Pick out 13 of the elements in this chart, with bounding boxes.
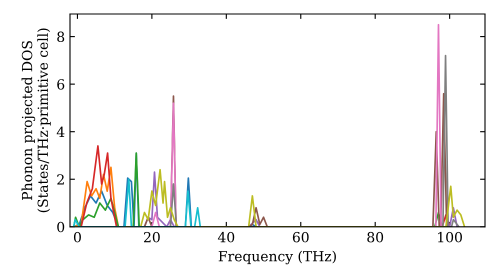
- x-tick-label: 80: [367, 232, 384, 242]
- x-tick-label: 20: [144, 232, 160, 242]
- y-axis-title: Phonon projected DOS (States/THz·primitive cell): [22, 28, 51, 212]
- x-tick-label: 0: [74, 232, 81, 242]
- x-tick-label: 40: [218, 232, 234, 242]
- x-tick-label: 60: [292, 232, 309, 242]
- y-tick-label: 6: [57, 79, 64, 90]
- y-tick-label: 8: [57, 32, 64, 42]
- x-axis-title: Frequency (THz): [218, 250, 336, 264]
- y-tick-label: 4: [56, 126, 64, 137]
- x-tick-label: 100: [438, 232, 462, 242]
- y-tick-label: 0: [57, 222, 64, 232]
- y-tick-label: 2: [57, 174, 64, 185]
